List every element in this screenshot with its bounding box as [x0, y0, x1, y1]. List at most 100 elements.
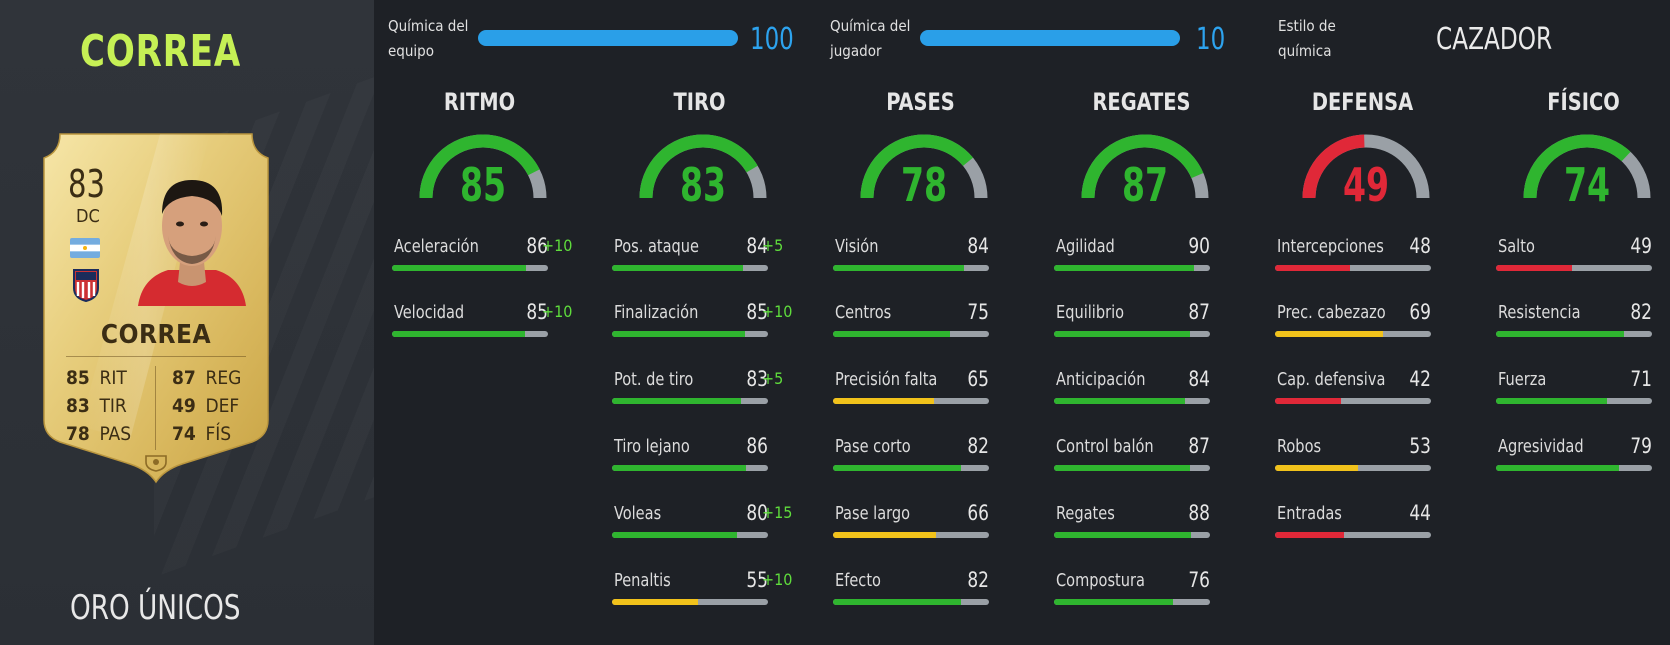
stat-value: 85: [746, 300, 768, 324]
stat-value: 87: [1188, 434, 1210, 458]
category-rating: 74: [1563, 158, 1611, 212]
stat-value: 42: [1409, 367, 1431, 391]
stat-bar-track: [1054, 465, 1210, 471]
category-title: DEFENSA: [1311, 88, 1414, 116]
stat-bar-fill: [612, 465, 747, 471]
stat-label: Robos: [1277, 436, 1322, 457]
stat-bar-fill: [1496, 331, 1624, 337]
gauge-fill: [860, 134, 988, 199]
stat-row: Salto 49: [1496, 234, 1670, 276]
player-card[interactable]: 83 DC: [40, 130, 272, 486]
stat-value: 79: [1630, 434, 1652, 458]
gauge-fill: [1523, 134, 1651, 199]
category-gauge: [1302, 134, 1430, 199]
card-stat: 74 FÍS: [172, 423, 232, 445]
stat-row: Tiro lejano 86: [612, 434, 792, 476]
stat-boost: +10: [542, 236, 573, 255]
stat-label: Efecto: [835, 570, 881, 591]
stat-row: Fuerza 71: [1496, 367, 1670, 409]
stat-label: Penaltis: [614, 570, 671, 591]
stat-bar-fill: [612, 398, 742, 404]
card-stat: 78 PAS: [66, 423, 132, 445]
stat-bar-fill: [833, 398, 935, 404]
stat-label: Regates: [1056, 503, 1115, 524]
stat-bar-track: [1054, 331, 1210, 337]
player-chemistry-bar: [920, 30, 1180, 46]
stat-row: Visión 84: [833, 234, 1013, 276]
stat-bar-fill: [1275, 331, 1383, 337]
gauge-fill: [639, 134, 767, 199]
stat-row: Pot. de tiro 83 +5: [612, 367, 792, 409]
stat-label: Equilibrio: [1056, 302, 1125, 323]
chemistry-style-value[interactable]: CAZADOR: [1436, 22, 1553, 57]
card-stats-right: 87 REG 49 DEF 74 FÍS: [172, 364, 241, 448]
stat-bar-fill: [612, 331, 745, 337]
stat-bar-fill: [612, 599, 698, 605]
gauge-fill: [419, 134, 547, 199]
stat-bar-fill: [833, 331, 950, 337]
stat-row: Entradas 44: [1275, 501, 1455, 543]
stat-row: Compostura 76: [1054, 568, 1234, 610]
stat-row: Aceleración 86 +10: [392, 234, 573, 276]
stat-value: 82: [1630, 300, 1652, 324]
stat-row: Cap. defensiva 42: [1275, 367, 1455, 409]
stat-row: Pos. ataque 84 +5: [612, 234, 792, 276]
stat-row: Regates 88: [1054, 501, 1234, 543]
category-title: REGATES: [1092, 88, 1191, 116]
stat-label: Pase largo: [835, 503, 911, 524]
stat-bar-track: [1275, 465, 1431, 471]
stat-bar-track: [1275, 265, 1431, 271]
stat-row: Agilidad 90: [1054, 234, 1234, 276]
stat-value: 86: [746, 434, 768, 458]
stat-label: Resistencia: [1498, 302, 1581, 323]
card-position: DC: [76, 206, 100, 227]
card-stats-left: 85 RIT 83 TIR 78 PAS: [66, 364, 131, 448]
category-rating: 87: [1121, 158, 1169, 212]
stat-label: Salto: [1498, 236, 1535, 257]
stat-value: 48: [1409, 234, 1431, 258]
stat-value: 53: [1409, 434, 1431, 458]
stat-value: 55: [746, 568, 768, 592]
league-badge-icon: [144, 454, 168, 472]
stat-row: Pase corto 82: [833, 434, 1013, 476]
stat-value: 84: [967, 234, 989, 258]
stat-label: Control balón: [1056, 436, 1154, 457]
stat-boost: +10: [762, 570, 793, 589]
stat-value: 82: [967, 568, 989, 592]
club-crest-icon: [72, 268, 100, 303]
player-photo: [128, 158, 256, 306]
stat-bar-fill: [392, 331, 525, 337]
stat-bar-track: [1275, 398, 1431, 404]
card-stat: 85 RIT: [66, 367, 127, 389]
stat-label: Cap. defensiva: [1277, 369, 1386, 390]
stat-label: Voleas: [614, 503, 662, 524]
category-rating: 83: [679, 158, 727, 212]
stat-boost: +5: [762, 369, 784, 388]
stat-label: Intercepciones: [1277, 236, 1384, 257]
stat-value: 85: [526, 300, 548, 324]
stat-value: 88: [1188, 501, 1210, 525]
stat-row: Efecto 82: [833, 568, 1013, 610]
team-chemistry-value: 100: [750, 22, 794, 57]
stat-row: Control balón 87: [1054, 434, 1234, 476]
category-gauge: [860, 134, 988, 199]
stat-row: Centros 75: [833, 300, 1013, 342]
stat-bar-fill: [833, 465, 961, 471]
stat-bar-fill: [1275, 398, 1341, 404]
stat-bar-fill: [1054, 398, 1186, 404]
stat-bar-track: [612, 331, 768, 337]
stat-bar-track: [612, 532, 768, 538]
category-title: FÍSICO: [1547, 88, 1620, 116]
stat-label: Pos. ataque: [614, 236, 700, 257]
stat-boost: +10: [542, 302, 573, 321]
stat-boost: +15: [762, 503, 793, 522]
category-title: TIRO: [673, 88, 726, 116]
team-chemistry-bar: [478, 30, 738, 46]
stat-bar-track: [833, 465, 989, 471]
stat-value: 84: [746, 234, 768, 258]
stat-label: Finalización: [614, 302, 699, 323]
stat-row: Penaltis 55 +10: [612, 568, 793, 610]
stat-bar-fill: [1054, 265, 1195, 271]
stat-value: 65: [967, 367, 989, 391]
stat-bar-fill: [1054, 599, 1173, 605]
